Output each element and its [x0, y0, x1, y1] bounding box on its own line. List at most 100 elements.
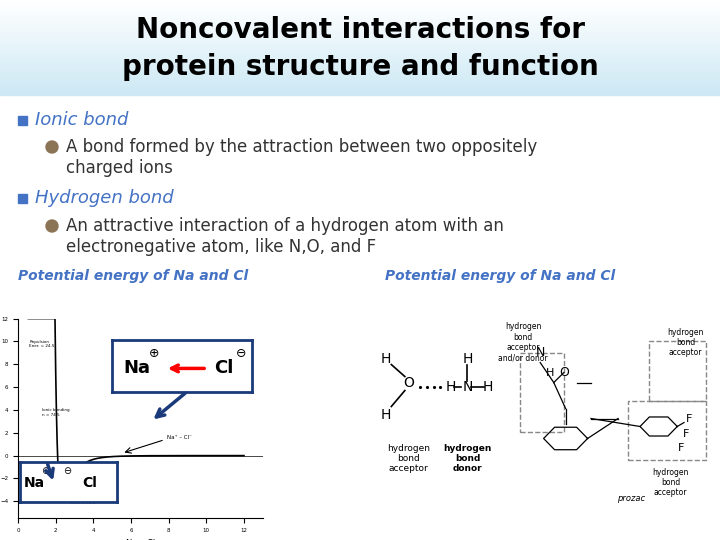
Text: ⊖: ⊖: [235, 347, 246, 360]
Bar: [0, 77, 720, 78]
Circle shape: [46, 141, 58, 153]
Bar: [0, 55, 720, 56]
Text: ⊖: ⊖: [63, 465, 71, 476]
Bar: [0, 19, 720, 20]
Text: H: H: [546, 368, 554, 377]
Bar: [0, 10, 720, 11]
Text: H: H: [482, 380, 493, 394]
Text: O: O: [402, 375, 414, 389]
Bar: [0, 25, 720, 26]
Bar: [0, 93, 720, 94]
Text: O: O: [559, 366, 569, 379]
Bar: [0, 44, 720, 45]
Bar: [0, 89, 720, 90]
Bar: [0, 1, 720, 2]
Bar: [0, 63, 720, 64]
Bar: [0, 11, 720, 12]
Bar: [0, 32, 720, 33]
Bar: [0, 66, 720, 68]
Bar: [0, 20, 720, 22]
Text: N: N: [536, 346, 545, 359]
Bar: [0, 31, 720, 32]
Bar: [18, 116, 27, 125]
Bar: [18, 193, 27, 202]
Text: hydrogen
bond
acceptor: hydrogen bond acceptor: [387, 443, 430, 474]
Text: N: N: [462, 380, 472, 394]
Bar: [0, 71, 720, 72]
Text: ⊕: ⊕: [148, 347, 159, 360]
Bar: [0, 88, 720, 89]
Bar: [0, 81, 720, 82]
Bar: [0, 33, 720, 35]
Text: hydrogen
bond
acceptor
and/or donor: hydrogen bond acceptor and/or donor: [498, 322, 548, 363]
Bar: [0, 14, 720, 16]
Text: Potential energy of Na and Cl: Potential energy of Na and Cl: [385, 269, 616, 283]
Bar: [0, 18, 720, 19]
Bar: [0, 0, 720, 1]
X-axis label: Na – Cl: Na – Cl: [126, 539, 155, 540]
Text: Cl: Cl: [215, 360, 233, 377]
Bar: [0, 60, 720, 62]
Bar: [0, 5, 720, 6]
Text: H: H: [462, 352, 472, 366]
Bar: [0, 56, 720, 57]
Bar: [0, 83, 720, 84]
Bar: [0, 70, 720, 71]
Bar: [0, 37, 720, 38]
Bar: [0, 59, 720, 60]
Text: H: H: [446, 380, 456, 394]
Text: charged ions: charged ions: [66, 159, 173, 177]
Text: H: H: [381, 408, 392, 422]
Text: prozac: prozac: [618, 494, 646, 503]
Bar: [0, 30, 720, 31]
Bar: [0, 85, 720, 87]
Bar: [0, 45, 720, 46]
Bar: [0, 64, 720, 65]
Text: Min value
Ener.= 24.5: Min value Ener.= 24.5: [71, 496, 95, 504]
Bar: [0, 57, 720, 58]
Bar: [0, 49, 720, 50]
Bar: [0, 42, 720, 43]
Text: protein structure and function: protein structure and function: [122, 53, 598, 81]
Bar: [0, 22, 720, 23]
Bar: [0, 38, 720, 39]
Bar: [0, 62, 720, 63]
Bar: [0, 72, 720, 73]
Bar: [0, 52, 720, 53]
Bar: [0, 24, 720, 25]
Bar: [0, 91, 720, 93]
Circle shape: [46, 220, 58, 232]
Text: electronegative atom, like N,O, and F: electronegative atom, like N,O, and F: [66, 238, 376, 256]
Bar: [0, 26, 720, 28]
Text: F: F: [686, 414, 693, 423]
Bar: [0, 2, 720, 4]
Text: Na: Na: [123, 360, 150, 377]
Bar: [0, 53, 720, 55]
Bar: [0, 12, 720, 13]
Bar: [0, 78, 720, 79]
Bar: [0, 28, 720, 29]
Bar: [0, 35, 720, 36]
Text: Cl: Cl: [83, 476, 98, 490]
Bar: [0, 50, 720, 51]
Text: hydrogen
bond
donor: hydrogen bond donor: [444, 443, 492, 474]
Text: F: F: [683, 429, 689, 440]
Text: Noncovalent interactions for: Noncovalent interactions for: [135, 16, 585, 44]
Bar: [0, 36, 720, 37]
Bar: [0, 76, 720, 77]
Bar: [0, 6, 720, 7]
Text: hydrogen
bond
acceptor: hydrogen bond acceptor: [652, 468, 689, 497]
Bar: [0, 17, 720, 18]
Text: Na: Na: [24, 476, 45, 490]
Text: F: F: [678, 443, 684, 454]
Bar: [0, 84, 720, 85]
Text: Potential energy of Na and Cl: Potential energy of Na and Cl: [18, 269, 248, 283]
Text: Ionic bonding
n = 74.5: Ionic bonding n = 74.5: [42, 408, 70, 417]
Bar: [0, 51, 720, 52]
Text: Hydrogen bond: Hydrogen bond: [35, 189, 174, 207]
Bar: [0, 87, 720, 88]
Bar: [0, 46, 720, 48]
Bar: [0, 7, 720, 8]
Bar: [0, 8, 720, 10]
Bar: [0, 68, 720, 69]
